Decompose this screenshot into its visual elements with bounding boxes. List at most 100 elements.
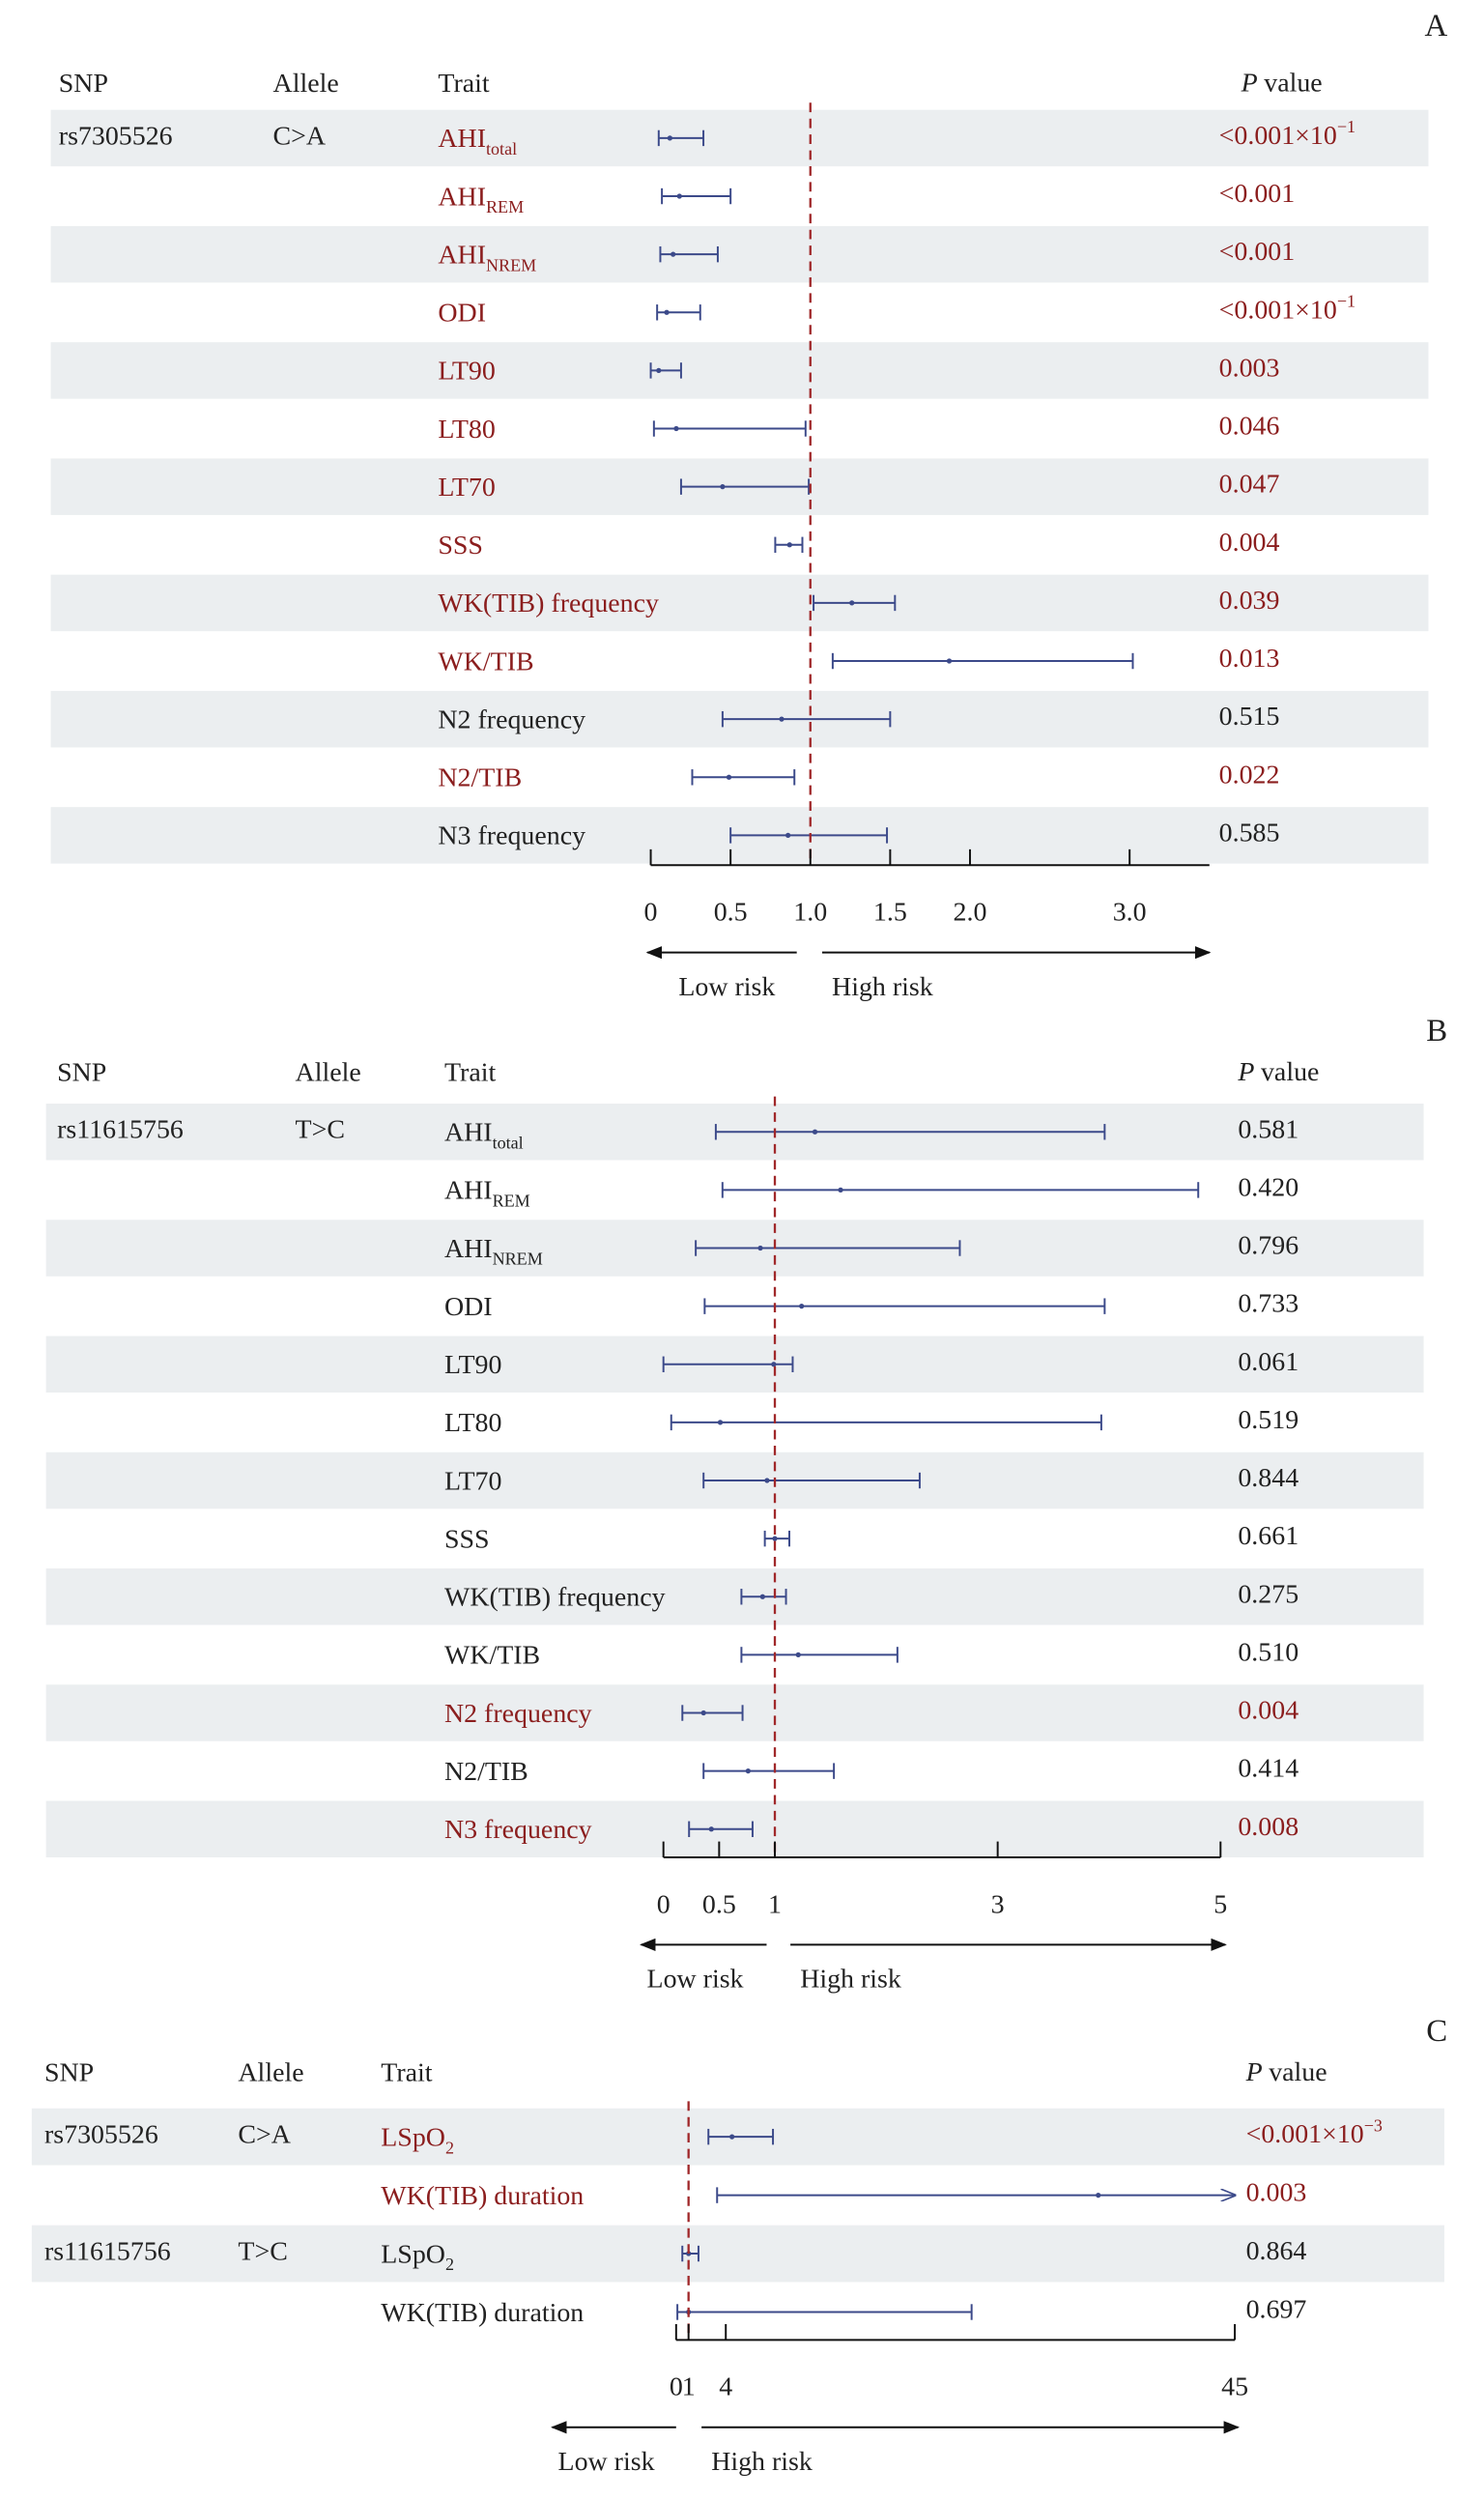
panel-label: B (1426, 1014, 1447, 1049)
trait-name: AHI (444, 1176, 493, 1206)
p-value: 0.013 (1219, 644, 1280, 674)
low-risk-label: Low risk (558, 2447, 655, 2477)
estimate-point (795, 1652, 801, 1658)
p-value: <0.001×10−1 (1219, 117, 1356, 151)
p-value-text: 0.046 (1219, 412, 1280, 442)
x-tick-label: 1.0 (793, 898, 827, 928)
header-allele: Allele (273, 69, 339, 99)
p-value-text: 0.510 (1238, 1638, 1298, 1668)
trait-name: N3 frequency (438, 821, 585, 851)
trait-name: AHI (438, 183, 486, 213)
header-p-italic: P (1241, 69, 1258, 99)
trait-name: N2/TIB (444, 1757, 528, 1787)
trait-subscript: 2 (445, 2138, 454, 2157)
trait: AHIREM (444, 1176, 530, 1211)
trait-name: LT80 (444, 1409, 501, 1439)
trait-name: WK/TIB (444, 1641, 540, 1671)
panel-label: A (1424, 9, 1447, 43)
p-value: 0.510 (1238, 1638, 1298, 1668)
trait-name: LT90 (444, 1350, 501, 1380)
p-value: 0.275 (1238, 1580, 1298, 1610)
p-value-text: 0.008 (1238, 1812, 1298, 1842)
p-value: 0.047 (1219, 470, 1280, 500)
row-shade (31, 2225, 1444, 2283)
snp: rs11615756 (44, 2236, 171, 2266)
estimate-point (764, 1478, 770, 1483)
allele: T>C (296, 1115, 345, 1145)
trait-subscript: REM (486, 197, 524, 216)
x-tick-label: 3.0 (1113, 898, 1147, 928)
p-value: <0.001×10−1 (1219, 292, 1356, 326)
trait: WK(TIB) duration (381, 2181, 584, 2211)
trait: SSS (438, 531, 483, 560)
trait: WK/TIB (438, 647, 533, 677)
x-tick-label: 0 (644, 898, 658, 928)
p-value: <0.001 (1219, 238, 1296, 268)
high-risk-label: High risk (800, 1965, 901, 1995)
p-value-text: 0.864 (1246, 2236, 1307, 2266)
trait: SSS (444, 1525, 490, 1555)
p-value-text: <0.001 (1219, 179, 1296, 209)
low-risk-label: Low risk (647, 1965, 744, 1995)
trait: LT70 (438, 473, 495, 503)
p-value-text: 0.061 (1238, 1347, 1298, 1377)
p-value: 0.585 (1219, 819, 1280, 848)
header-trait: Trait (438, 69, 489, 99)
p-value-text: 0.585 (1219, 819, 1280, 848)
trait-subscript: total (486, 139, 517, 158)
p-value-text: 0.013 (1219, 644, 1280, 674)
trait-name: ODI (438, 299, 486, 329)
estimate-point (785, 832, 791, 839)
trait-subscript: REM (493, 1192, 530, 1211)
trait: LSpO2 (381, 2240, 454, 2275)
p-value-text: 0.039 (1219, 586, 1280, 616)
x-tick-label: 4 (719, 2372, 732, 2402)
p-value-text: 0.275 (1238, 1580, 1298, 1610)
trait-subscript: NREM (493, 1250, 543, 1269)
trait: N2 frequency (438, 705, 585, 735)
p-value: 0.004 (1219, 528, 1280, 558)
trait-name: LSpO (381, 2123, 445, 2153)
x-tick-label: 5 (1213, 1889, 1227, 1919)
p-value: 0.414 (1238, 1754, 1298, 1784)
trait: WK/TIB (444, 1641, 540, 1671)
trait: WK(TIB) duration (381, 2298, 584, 2328)
trait-name: WK(TIB) duration (381, 2298, 584, 2328)
high-risk-label: High risk (711, 2447, 813, 2477)
p-value-text: 0.581 (1238, 1115, 1298, 1145)
trait: LT90 (444, 1350, 501, 1380)
trait-name: WK/TIB (438, 647, 533, 677)
row-shade (50, 342, 1429, 399)
p-value-text: 0.844 (1238, 1463, 1298, 1493)
estimate-point (757, 1245, 763, 1251)
p-value: 0.519 (1238, 1405, 1298, 1435)
p-value-text: 0.519 (1238, 1405, 1298, 1435)
row-shade (50, 574, 1429, 632)
trait: AHItotal (444, 1118, 524, 1153)
trait-name: LT90 (438, 357, 495, 387)
p-value-text: 0.004 (1238, 1696, 1298, 1726)
p-value-text: 0.515 (1219, 703, 1280, 733)
p-value: 0.046 (1219, 412, 1280, 442)
header-allele: Allele (296, 1058, 361, 1088)
x-tick-label: 45 (1221, 2372, 1248, 2402)
trait-subscript: 2 (445, 2255, 454, 2274)
high-risk-label: High risk (832, 972, 933, 1002)
p-value: <0.001 (1219, 179, 1296, 209)
estimate-point (786, 542, 792, 548)
p-value: 0.008 (1238, 1812, 1298, 1842)
p-value: 0.039 (1219, 586, 1280, 616)
trait-name: N3 frequency (444, 1815, 592, 1845)
p-value: 0.420 (1238, 1173, 1298, 1203)
p-value-text: 0.022 (1219, 761, 1280, 790)
p-value: <0.001×10−3 (1246, 2115, 1383, 2149)
rows: rs7305526 C>A LSpO2 <0.001×10−3WK(TIB) dura… (31, 2108, 1444, 2328)
trait-name: AHI (438, 241, 486, 271)
trait-name: AHI (438, 125, 486, 155)
trait: WK(TIB) frequency (444, 1583, 666, 1613)
x-tick-label: 0 (670, 2372, 683, 2402)
allele: T>C (238, 2236, 287, 2266)
p-value: 0.864 (1246, 2236, 1307, 2266)
